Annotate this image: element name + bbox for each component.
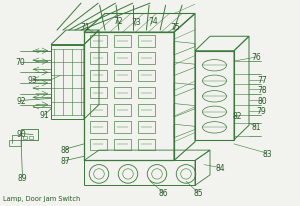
Bar — [90, 139, 106, 150]
Bar — [9, 140, 21, 146]
Text: 88: 88 — [61, 145, 70, 154]
Bar — [90, 122, 106, 133]
Bar — [114, 36, 130, 47]
Bar — [114, 105, 130, 116]
Text: 91: 91 — [40, 111, 49, 120]
Text: 92: 92 — [16, 96, 26, 105]
Text: Lamp, Door Jam Switch: Lamp, Door Jam Switch — [3, 195, 80, 201]
Text: 83: 83 — [262, 149, 272, 158]
Bar — [90, 105, 106, 116]
Bar — [114, 53, 130, 64]
Bar — [138, 36, 154, 47]
Text: 75: 75 — [171, 23, 180, 32]
Bar — [138, 70, 154, 82]
Bar — [114, 122, 130, 133]
Text: 85: 85 — [193, 188, 203, 197]
Bar — [90, 88, 106, 99]
Text: 74: 74 — [148, 17, 158, 26]
Text: 72: 72 — [114, 17, 123, 26]
Bar — [28, 136, 33, 139]
Bar — [138, 122, 154, 133]
Text: 71: 71 — [81, 23, 90, 32]
Bar — [22, 136, 27, 139]
Bar — [21, 130, 38, 140]
Bar — [114, 70, 130, 82]
Text: 76: 76 — [252, 53, 261, 62]
Text: 81: 81 — [252, 122, 261, 131]
Text: 82: 82 — [232, 112, 242, 121]
Bar — [138, 105, 154, 116]
Bar — [138, 88, 154, 99]
Text: 90: 90 — [17, 129, 26, 138]
Text: 93: 93 — [27, 76, 37, 85]
Text: 70: 70 — [16, 57, 25, 66]
Text: 80: 80 — [258, 96, 267, 105]
Text: 89: 89 — [18, 173, 27, 182]
Bar — [114, 88, 130, 99]
Bar — [90, 36, 106, 47]
Bar — [90, 70, 106, 82]
Text: 87: 87 — [61, 156, 70, 165]
Text: 84: 84 — [216, 163, 225, 172]
Text: 77: 77 — [258, 76, 267, 85]
Text: 86: 86 — [159, 188, 168, 197]
Bar — [90, 53, 106, 64]
Text: 78: 78 — [258, 85, 267, 94]
Bar — [138, 53, 154, 64]
Text: 73: 73 — [132, 18, 141, 27]
Bar — [138, 139, 154, 150]
Bar — [114, 139, 130, 150]
Text: 79: 79 — [256, 107, 266, 116]
